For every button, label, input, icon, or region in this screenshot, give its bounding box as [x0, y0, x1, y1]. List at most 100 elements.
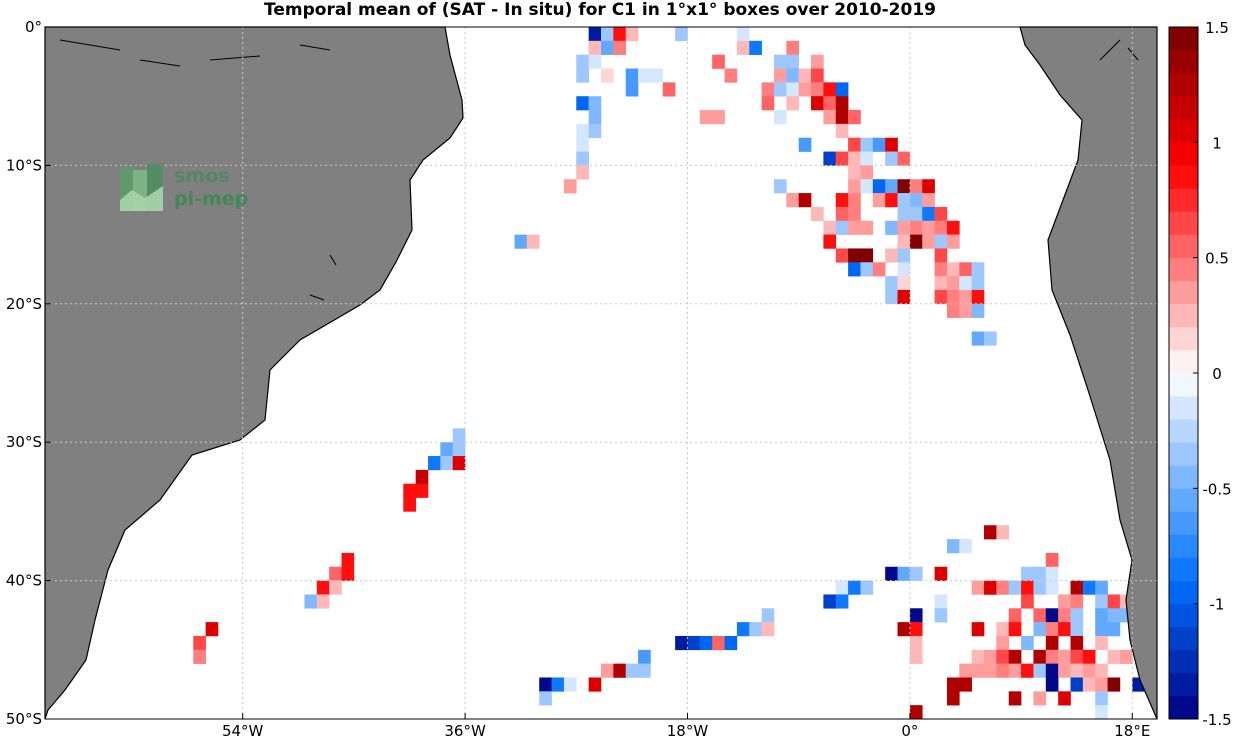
heatmap-cell [576, 68, 589, 83]
heatmap-cell [1095, 691, 1108, 706]
heatmap-cell [1021, 594, 1034, 609]
heatmap-cell [1070, 594, 1084, 609]
colorbar-bin [1169, 142, 1198, 166]
heatmap-cell [724, 635, 738, 651]
y-tick-label: 40°S [6, 572, 42, 590]
colorbar-bin [1169, 234, 1198, 258]
heatmap-cell [897, 193, 911, 208]
heatmap-cell [1045, 635, 1059, 651]
colorbar-bin [1169, 557, 1198, 581]
colorbar-bin [1169, 672, 1198, 697]
heatmap-cell [885, 151, 898, 166]
heatmap-cell [428, 456, 441, 471]
heatmap-cell [934, 206, 948, 222]
heatmap-cell [996, 649, 1010, 664]
heatmap-cell [959, 276, 972, 291]
heatmap-cell [959, 539, 972, 554]
heatmap-cell [1008, 649, 1022, 664]
heatmap-cell [946, 539, 960, 554]
heatmap-cell [971, 303, 985, 318]
heatmap-cell [798, 68, 812, 83]
plot-frame [44, 26, 1158, 720]
x-tick-label: 18°W [667, 722, 709, 740]
heatmap-cell [897, 234, 911, 249]
heatmap-cell [638, 649, 651, 664]
heatmap-cell [1095, 622, 1108, 637]
heatmap-cell [798, 193, 812, 208]
heatmap-cell [984, 580, 997, 595]
heatmap-cell [761, 622, 775, 637]
heatmap-cell [872, 137, 886, 152]
heatmap-cell [1070, 663, 1084, 678]
heatmap-cell [1008, 622, 1022, 637]
colorbar-ticks: 1.5 1 0.5 0 -0.5 -1 -1.5 [1193, 19, 1232, 729]
heatmap-cell [885, 289, 898, 305]
heatmap-cell [786, 193, 799, 208]
heatmap-cell [811, 82, 824, 97]
heatmap-cell [835, 594, 849, 609]
heatmap-cell [934, 594, 948, 609]
colorbar-bin [1169, 303, 1198, 328]
heatmap-cell [984, 663, 997, 678]
heatmap-cell [811, 54, 824, 69]
heatmap-cell [403, 483, 416, 498]
heatmap-cell [1095, 580, 1108, 595]
colorbar-bin [1169, 649, 1198, 674]
logo: smos pi-mep [120, 164, 248, 211]
heatmap-cell [1095, 677, 1108, 692]
heatmap-cell [934, 566, 948, 581]
heatmap-cell [860, 262, 874, 277]
heatmap-cell [922, 234, 935, 249]
heatmap-cell [971, 622, 985, 637]
heatmap-cell [1058, 608, 1071, 623]
heatmap-cell [946, 234, 960, 249]
heatmap-cell [835, 580, 849, 595]
heatmap-cell [786, 68, 799, 83]
heatmap-cell [860, 137, 874, 152]
heatmap-cell [848, 262, 861, 277]
heatmap-cell [736, 40, 750, 55]
heatmap-cell [650, 68, 664, 83]
heatmap-cell [403, 497, 416, 512]
heatmap-cell [625, 82, 639, 97]
colorbar-bin [1169, 465, 1198, 489]
heatmap-cell [761, 608, 775, 623]
heatmap-cell [1095, 635, 1108, 651]
colorbar-tick-label: -0.5 [1202, 480, 1231, 498]
colorbar-bin [1169, 603, 1198, 628]
heatmap-cell [1008, 608, 1022, 623]
y-tick-label: 0° [25, 18, 42, 36]
colorbar-bin [1169, 27, 1198, 51]
heatmap-cell [1070, 622, 1084, 637]
heatmap-cell [588, 110, 602, 125]
heatmap-cell [823, 594, 837, 609]
heatmap-cell [576, 137, 589, 152]
heatmap-cell [848, 206, 861, 222]
colorbar-bin [1169, 442, 1198, 466]
heatmap-cell [773, 68, 787, 83]
heatmap-cell [835, 82, 849, 97]
heatmap-cell [922, 179, 935, 194]
y-tick-label: 20°S [6, 295, 42, 313]
heatmap-cell [897, 220, 911, 235]
heatmap-cell [1033, 622, 1047, 637]
heatmap-cell [1070, 608, 1084, 623]
coast-detail [59, 39, 1139, 301]
heatmap-cell [885, 179, 898, 194]
heatmap-cell [897, 622, 911, 637]
heatmap-cell [860, 165, 874, 180]
heatmap-cell [971, 289, 985, 305]
heatmap-cell [909, 193, 923, 208]
heatmap-cell [712, 54, 725, 69]
y-tick-label: 50°S [6, 710, 42, 728]
heatmap-cell [514, 234, 528, 249]
heatmap-cell [897, 179, 911, 194]
heatmap-cell [1119, 649, 1133, 664]
heatmap-cells [193, 27, 1145, 720]
heatmap-cell [946, 262, 960, 277]
heatmap-cell [971, 663, 985, 678]
heatmap-cell [1021, 580, 1034, 595]
heatmap-cell [452, 456, 466, 471]
heatmap-cell [872, 193, 886, 208]
heatmap-cell [934, 248, 948, 263]
